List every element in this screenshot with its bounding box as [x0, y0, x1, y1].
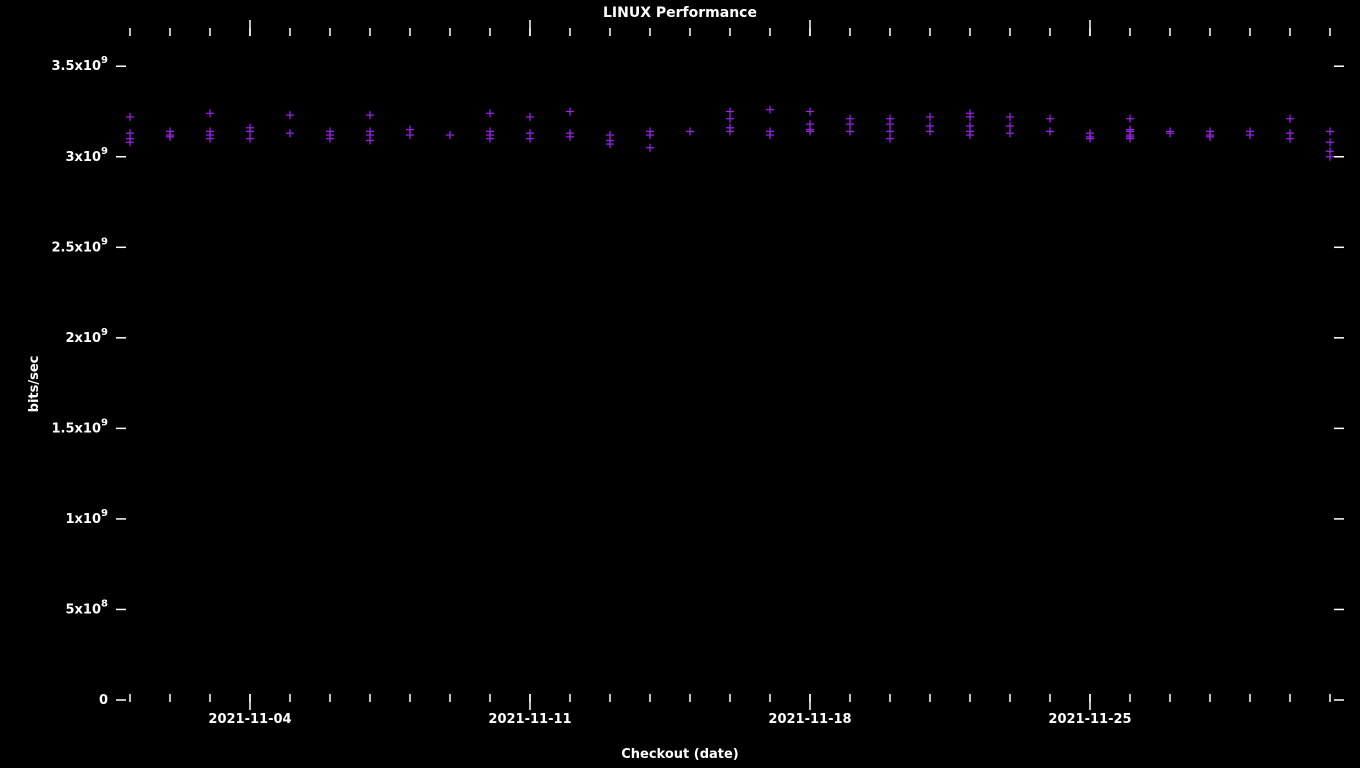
data-point [206, 135, 214, 143]
data-point [566, 107, 574, 115]
data-point [726, 107, 734, 115]
data-point [1326, 138, 1334, 146]
data-point [806, 107, 814, 115]
x-tick-label: 2021-11-25 [1048, 712, 1131, 727]
data-point [246, 135, 254, 143]
data-point [486, 135, 494, 143]
chart-svg: 0 5x108 1x109 1.5x109 2x109 2.5x109 3x109 3.5x1… [0, 0, 1360, 768]
data-point [1246, 131, 1254, 139]
data-point [1126, 115, 1134, 123]
data-point [1086, 135, 1094, 143]
data-point [326, 135, 334, 143]
y-tick-label: 5x108 [66, 598, 109, 617]
y-tick-label: 0 [99, 693, 108, 708]
data-point [806, 127, 814, 135]
data-point [1126, 135, 1134, 143]
data-point [886, 135, 894, 143]
data-point [926, 127, 934, 135]
data-point [1046, 127, 1054, 135]
data-point [566, 133, 574, 141]
data-point [1326, 153, 1334, 161]
data-point [646, 144, 654, 152]
data-point [1006, 122, 1014, 130]
y-tick-label: 1x109 [66, 508, 109, 527]
data-point [206, 109, 214, 117]
performance-chart: LINUX Performance bits/sec Checkout (dat… [0, 0, 1360, 768]
data-point [366, 111, 374, 119]
data-point [686, 127, 694, 135]
data-point [966, 131, 974, 139]
y-tick-label: 2.5x109 [52, 236, 109, 255]
data-point [446, 131, 454, 139]
data-point [1006, 113, 1014, 121]
data-point [886, 127, 894, 135]
data-point [286, 129, 294, 137]
data-point [846, 120, 854, 128]
y-tick-label: 2x109 [66, 327, 109, 346]
y-tick-label: 1.5x109 [52, 417, 109, 436]
data-point [526, 135, 534, 143]
data-point [646, 127, 654, 135]
y-tick-label: 3.5x109 [52, 55, 109, 74]
data-point [166, 133, 174, 141]
data-point [1286, 115, 1294, 123]
data-point [1006, 129, 1014, 137]
data-point [886, 120, 894, 128]
x-tick-label: 2021-11-11 [488, 712, 571, 727]
data-point [1206, 133, 1214, 141]
data-point [966, 113, 974, 121]
data-point [406, 126, 414, 134]
data-point [1046, 115, 1054, 123]
data-point [846, 127, 854, 135]
data-point [766, 131, 774, 139]
data-point [126, 138, 134, 146]
data-point [326, 127, 334, 135]
data-point [366, 136, 374, 144]
data-point [286, 111, 294, 119]
data-point [766, 106, 774, 114]
data-point [606, 140, 614, 148]
x-tick-label: 2021-11-04 [208, 712, 291, 727]
data-point [926, 113, 934, 121]
data-point [1286, 135, 1294, 143]
data-point [1326, 127, 1334, 135]
data-point [126, 129, 134, 137]
data-point [486, 109, 494, 117]
data-point [526, 113, 534, 121]
y-tick-label: 3x109 [66, 146, 109, 165]
x-tick-label: 2021-11-18 [768, 712, 851, 727]
data-point [246, 124, 254, 132]
data-point [726, 127, 734, 135]
data-point [126, 113, 134, 121]
data-point [1166, 129, 1174, 137]
data-point [726, 115, 734, 123]
